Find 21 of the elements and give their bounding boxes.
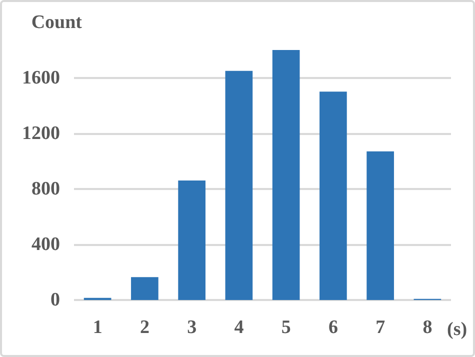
bar bbox=[366, 151, 394, 300]
y-tick-label: 1200 bbox=[22, 122, 60, 144]
y-tick-label: 800 bbox=[32, 178, 60, 200]
x-tick-label: 1 bbox=[92, 317, 102, 338]
x-tick-label: 7 bbox=[376, 317, 386, 338]
bar bbox=[320, 92, 347, 300]
y-axis-title: Count bbox=[31, 12, 83, 33]
x-axis-title: (s) bbox=[447, 319, 468, 340]
y-tick-label: 1600 bbox=[22, 67, 60, 88]
bar bbox=[225, 70, 253, 300]
x-tick-label: 2 bbox=[140, 317, 150, 338]
x-tick-label: 5 bbox=[281, 317, 291, 338]
bar bbox=[272, 50, 300, 300]
y-tick-label: 0 bbox=[50, 290, 60, 310]
x-tick-label: 3 bbox=[187, 317, 197, 338]
x-tick-label: 6 bbox=[328, 317, 338, 338]
x-tick-label: 4 bbox=[234, 317, 244, 338]
y-tick-label: 400 bbox=[32, 234, 60, 255]
x-tick-label: 8 bbox=[422, 317, 432, 338]
bar bbox=[178, 180, 206, 300]
bar bbox=[131, 277, 158, 300]
